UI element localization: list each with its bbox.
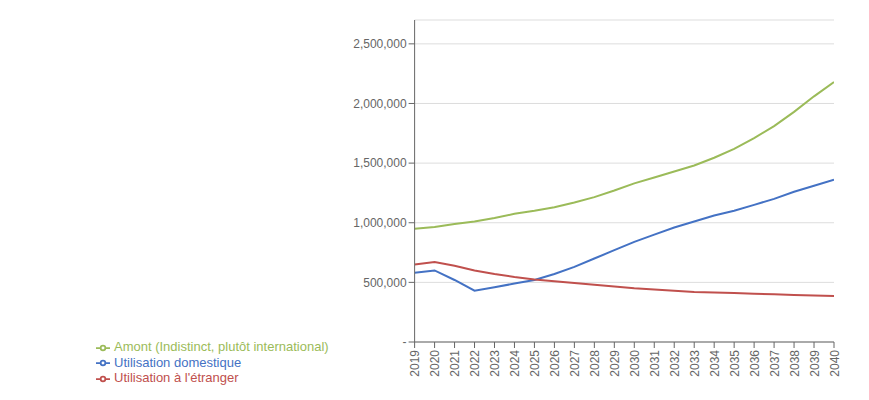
svg-text:2030: 2030: [628, 350, 642, 377]
svg-text:500,000: 500,000: [363, 276, 407, 290]
html-text:Amont (Indistinct, plutôt inte: Amont (Indistinct, plutôt international): [114, 339, 329, 355]
svg-text:2022: 2022: [468, 350, 482, 377]
svg-text:2029: 2029: [608, 350, 622, 377]
svg-text:2021: 2021: [448, 350, 462, 377]
svg-text:2,000,000: 2,000,000: [353, 97, 407, 111]
svg-text:2032: 2032: [668, 350, 682, 377]
svg-text:-: -: [403, 335, 407, 349]
html-text:Utilisation à l'étranger: Utilisation à l'étranger: [114, 370, 239, 386]
svg-text:2033: 2033: [688, 350, 702, 377]
svg-text:2037: 2037: [768, 350, 782, 377]
svg-text:1,500,000: 1,500,000: [353, 156, 407, 170]
svg-text:2040: 2040: [828, 350, 842, 377]
svg-text:2026: 2026: [548, 350, 562, 377]
svg-text:2039: 2039: [808, 350, 822, 377]
svg-text:2038: 2038: [788, 350, 802, 377]
svg-text:2028: 2028: [588, 350, 602, 377]
svg-text:2036: 2036: [748, 350, 762, 377]
svg-text:2034: 2034: [708, 350, 722, 377]
svg-text:2024: 2024: [508, 350, 522, 377]
svg-text:2020: 2020: [428, 350, 442, 377]
html-text:Utilisation domestique: Utilisation domestique: [114, 354, 242, 370]
svg-text:2023: 2023: [488, 350, 502, 377]
svg-text:2027: 2027: [568, 350, 582, 377]
svg-text:2,500,000: 2,500,000: [353, 37, 407, 51]
svg-text:1,000,000: 1,000,000: [353, 216, 407, 230]
svg-text:2025: 2025: [528, 350, 542, 377]
svg-text:2031: 2031: [648, 350, 662, 377]
svg-text:2035: 2035: [728, 350, 742, 377]
svg-text:2019: 2019: [408, 350, 422, 377]
